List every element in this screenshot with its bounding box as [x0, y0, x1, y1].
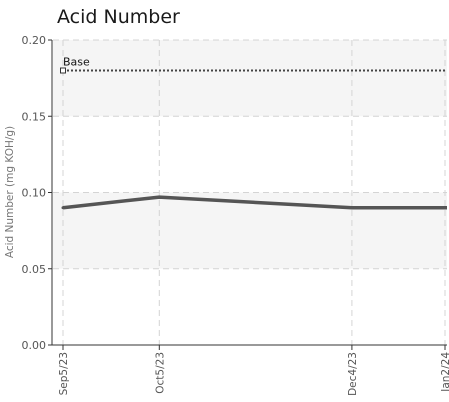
x-tick-label-2: Dec4/23: [347, 352, 359, 396]
reference-label-base: Base: [63, 56, 90, 69]
x-tick-label-1: Oct5/23: [154, 352, 166, 394]
y-tick-label-3: 0.15: [22, 110, 47, 123]
data-point-0-0: [61, 206, 65, 210]
data-point-0-2: [350, 206, 354, 210]
y-tick-label-4: 0.20: [22, 34, 47, 47]
y-tick-label-0: 0.00: [22, 339, 47, 352]
shaded-band-1: [53, 40, 447, 117]
x-tick-label-0: Sep5/23: [58, 352, 70, 395]
x-tick-label-3: Jan2/24: [440, 352, 449, 393]
y-tick-label-1: 0.05: [22, 263, 47, 276]
y-axis-label: Acid Number (mg KOH/g): [4, 126, 16, 258]
y-tick-label-2: 0.10: [22, 187, 47, 200]
reference-marker-base: [60, 67, 66, 74]
chart-title: Acid Number: [57, 6, 180, 28]
shaded-band-0: [53, 192, 447, 269]
data-point-0-3: [443, 206, 447, 210]
data-point-0-1: [157, 195, 161, 199]
